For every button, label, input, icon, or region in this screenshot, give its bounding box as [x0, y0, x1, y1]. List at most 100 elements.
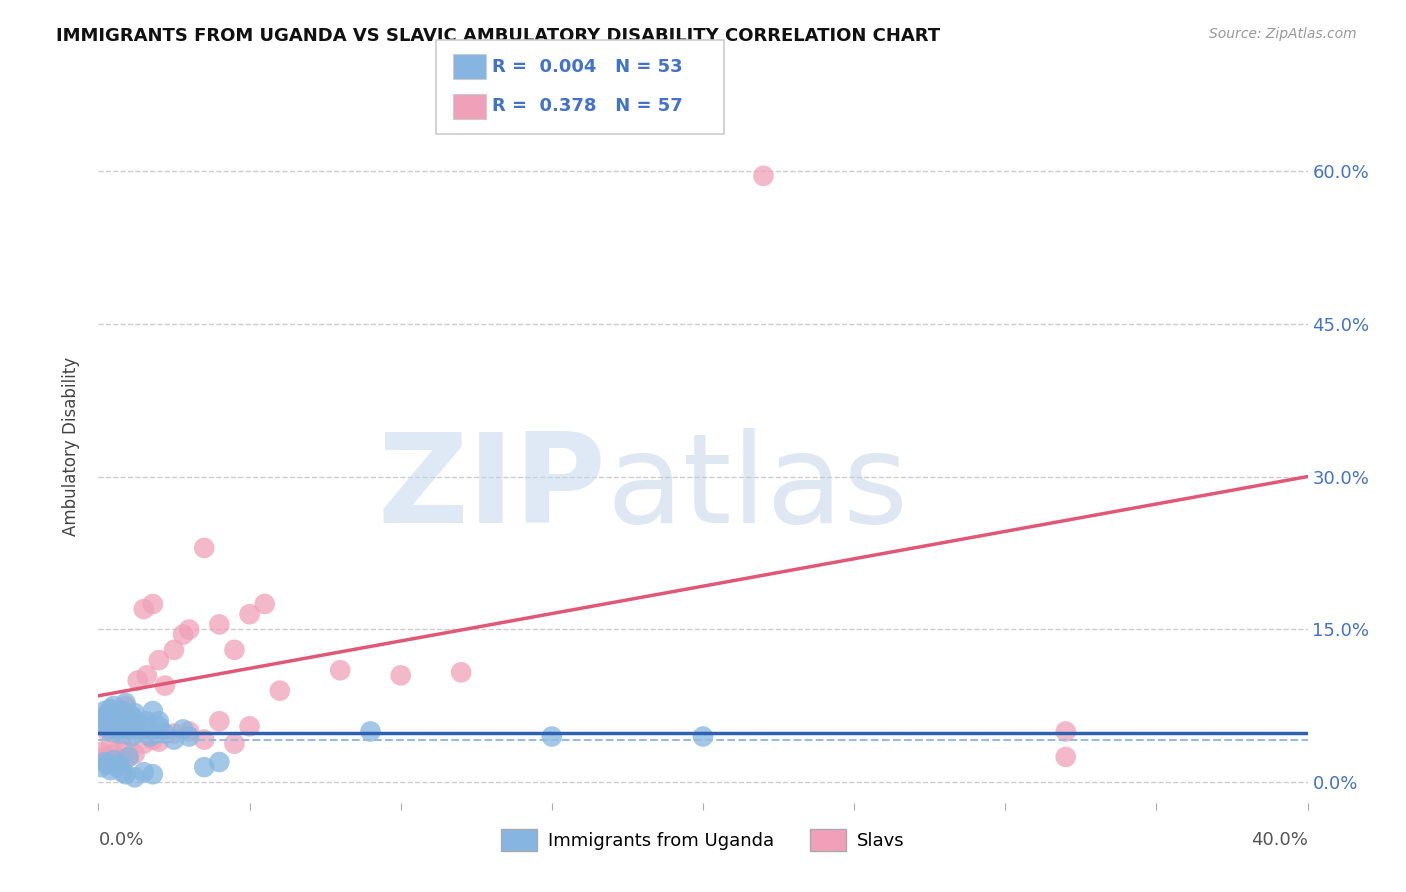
Point — [124, 747, 146, 761]
Point — [90, 714, 112, 729]
Point — [193, 732, 215, 747]
Point — [253, 597, 276, 611]
Point — [389, 668, 412, 682]
Point — [224, 737, 246, 751]
Point — [90, 714, 112, 729]
Text: Source: ZipAtlas.com: Source: ZipAtlas.com — [1209, 27, 1357, 41]
Point — [132, 602, 155, 616]
Point — [96, 709, 118, 723]
Point — [105, 706, 128, 720]
Point — [100, 702, 122, 716]
Point — [135, 668, 157, 682]
Point — [111, 704, 134, 718]
Point — [96, 724, 118, 739]
Point — [105, 760, 128, 774]
Point — [193, 541, 215, 555]
Point — [148, 653, 170, 667]
Point — [360, 724, 382, 739]
Point — [100, 739, 122, 754]
Point — [132, 737, 155, 751]
Point — [103, 698, 125, 713]
Point — [111, 724, 134, 739]
Y-axis label: Ambulatory Disability: Ambulatory Disability — [62, 357, 80, 535]
Point — [111, 765, 134, 780]
Text: 40.0%: 40.0% — [1251, 831, 1308, 849]
Point — [103, 747, 125, 761]
Point — [142, 732, 165, 747]
Point — [540, 730, 562, 744]
Point — [450, 665, 472, 680]
Point — [90, 745, 112, 759]
Point — [142, 704, 165, 718]
Point — [127, 716, 149, 731]
Point — [114, 719, 136, 733]
Point — [118, 714, 141, 729]
Point — [142, 597, 165, 611]
Point — [96, 753, 118, 767]
Point — [100, 724, 122, 739]
Point — [93, 709, 115, 723]
Point — [179, 623, 201, 637]
Point — [118, 714, 141, 729]
Point — [132, 765, 155, 780]
Point — [142, 767, 165, 781]
Point — [100, 702, 122, 716]
Point — [114, 696, 136, 710]
Point — [105, 723, 128, 737]
Point — [752, 169, 775, 183]
Point — [111, 719, 134, 733]
Point — [124, 770, 146, 784]
Point — [153, 679, 176, 693]
Text: R =  0.378   N = 57: R = 0.378 N = 57 — [492, 97, 683, 115]
Point — [108, 757, 131, 772]
Point — [100, 716, 122, 731]
Point — [163, 732, 186, 747]
Point — [103, 712, 125, 726]
Point — [1054, 750, 1077, 764]
Point — [93, 719, 115, 733]
Point — [172, 723, 194, 737]
Text: ZIP: ZIP — [378, 428, 606, 549]
Point — [163, 643, 186, 657]
Point — [145, 726, 167, 740]
Point — [179, 730, 201, 744]
Point — [239, 607, 262, 622]
Point — [118, 750, 141, 764]
Point — [103, 753, 125, 767]
Point — [93, 719, 115, 733]
Point — [239, 719, 262, 733]
Point — [114, 698, 136, 713]
Point — [93, 755, 115, 769]
Point — [105, 757, 128, 772]
Point — [96, 716, 118, 731]
Text: IMMIGRANTS FROM UGANDA VS SLAVIC AMBULATORY DISABILITY CORRELATION CHART: IMMIGRANTS FROM UGANDA VS SLAVIC AMBULAT… — [56, 27, 941, 45]
Point — [111, 730, 134, 744]
Point — [193, 760, 215, 774]
Point — [153, 726, 176, 740]
Point — [118, 723, 141, 737]
Point — [329, 663, 352, 677]
Point — [224, 643, 246, 657]
Point — [96, 757, 118, 772]
Point — [132, 719, 155, 733]
Point — [172, 627, 194, 641]
Point — [114, 743, 136, 757]
Point — [135, 714, 157, 729]
Point — [111, 714, 134, 729]
Text: R =  0.004   N = 53: R = 0.004 N = 53 — [492, 58, 683, 76]
Point — [93, 704, 115, 718]
Point — [127, 673, 149, 688]
Point — [208, 617, 231, 632]
Text: 0.0%: 0.0% — [98, 831, 143, 849]
Point — [118, 750, 141, 764]
Point — [124, 706, 146, 720]
Point — [269, 683, 291, 698]
Point — [179, 724, 201, 739]
Point — [105, 709, 128, 723]
Text: atlas: atlas — [606, 428, 908, 549]
Point — [692, 730, 714, 744]
Point — [121, 730, 143, 744]
Point — [108, 726, 131, 740]
Point — [121, 709, 143, 723]
Point — [1054, 724, 1077, 739]
